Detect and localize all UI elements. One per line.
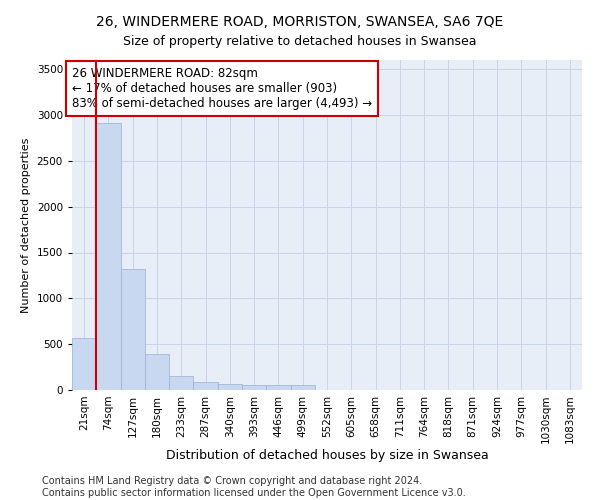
Bar	[266, 386, 290, 390]
X-axis label: Distribution of detached houses by size in Swansea: Distribution of detached houses by size …	[166, 449, 488, 462]
Bar	[169, 376, 193, 390]
Text: 26, WINDERMERE ROAD, MORRISTON, SWANSEA, SA6 7QE: 26, WINDERMERE ROAD, MORRISTON, SWANSEA,…	[97, 15, 503, 29]
Y-axis label: Number of detached properties: Number of detached properties	[21, 138, 31, 312]
Bar	[242, 385, 266, 390]
Text: 26 WINDERMERE ROAD: 82sqm
← 17% of detached houses are smaller (903)
83% of semi: 26 WINDERMERE ROAD: 82sqm ← 17% of detac…	[72, 66, 372, 110]
Bar	[96, 123, 121, 390]
Bar	[290, 385, 315, 390]
Bar	[145, 354, 169, 390]
Text: Size of property relative to detached houses in Swansea: Size of property relative to detached ho…	[123, 35, 477, 48]
Bar	[72, 338, 96, 390]
Bar	[218, 384, 242, 390]
Bar	[193, 382, 218, 390]
Text: Contains HM Land Registry data © Crown copyright and database right 2024.
Contai: Contains HM Land Registry data © Crown c…	[42, 476, 466, 498]
Bar	[121, 269, 145, 390]
